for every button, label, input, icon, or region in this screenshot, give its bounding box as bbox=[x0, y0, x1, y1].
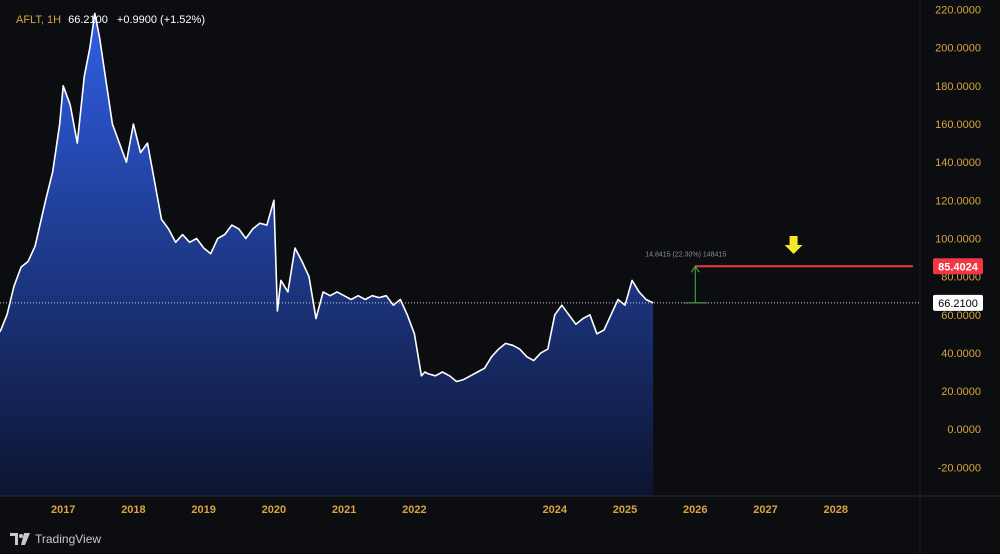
y-tick-label: 120.0000 bbox=[935, 195, 981, 207]
x-tick-label: 2026 bbox=[683, 504, 707, 516]
x-tick-label: 2028 bbox=[823, 504, 847, 516]
brand-name: TradingView bbox=[35, 532, 102, 546]
price-change-value: +0.9900 (+1.52%) bbox=[116, 14, 205, 26]
tradingview-logo-icon bbox=[10, 533, 30, 545]
x-tick-label: 2017 bbox=[51, 504, 75, 516]
x-tick-label: 2025 bbox=[613, 504, 637, 516]
y-tick-label: 60.0000 bbox=[941, 310, 981, 322]
target-price-badge[interactable] bbox=[933, 258, 983, 275]
x-tick-label: 2027 bbox=[753, 504, 777, 516]
y-axis[interactable]: 220.0000 200.0000 180.0000 160.0000 140.0000… bbox=[935, 5, 981, 475]
last-price-badge[interactable] bbox=[933, 294, 983, 311]
x-tick-label: 2022 bbox=[402, 504, 426, 516]
x-tick-label: 2018 bbox=[121, 504, 145, 516]
down-arrow-icon[interactable] bbox=[784, 236, 803, 254]
x-tick-label: 2020 bbox=[262, 504, 286, 516]
y-tick-label: 100.0000 bbox=[935, 233, 981, 245]
symbol-header: AFLT, 1H 66.2100 +0.9900 (+1.52%) bbox=[16, 14, 205, 26]
y-tick-label: 80.0000 bbox=[941, 272, 981, 284]
y-tick-label: 140.0000 bbox=[935, 157, 981, 169]
y-tick-label: 0.0000 bbox=[947, 424, 981, 436]
x-tick-label: 2024 bbox=[543, 504, 568, 516]
x-tick-label: 2019 bbox=[191, 504, 215, 516]
y-tick-label: 40.0000 bbox=[941, 348, 981, 360]
measure-arrowhead bbox=[690, 265, 700, 273]
x-axis[interactable]: 2017 2018 2019 2020 2021 2022 2024 2025 2026 2027… bbox=[51, 504, 848, 516]
symbol-name[interactable]: AFLT, 1H bbox=[16, 14, 62, 26]
last-price-label: 66.2100 bbox=[938, 298, 978, 310]
series-area-fill bbox=[0, 13, 654, 497]
series-line[interactable] bbox=[0, 12, 654, 383]
x-tick-label: 2021 bbox=[332, 504, 356, 516]
y-tick-label: 200.0000 bbox=[935, 43, 981, 55]
y-tick-label: 220.0000 bbox=[935, 5, 981, 17]
target-price-label: 85.4024 bbox=[938, 261, 979, 273]
brand-footer[interactable]: TradingView bbox=[10, 530, 101, 548]
y-tick-label: 180.0000 bbox=[935, 81, 981, 93]
y-tick-label: -20.0000 bbox=[938, 462, 981, 474]
y-tick-label: 20.0000 bbox=[941, 386, 981, 398]
last-price-value: 66.2100 bbox=[68, 14, 108, 26]
measure-label: 14.8415 (22.30%) 148415 bbox=[645, 251, 726, 258]
y-tick-label: 160.0000 bbox=[935, 119, 981, 131]
